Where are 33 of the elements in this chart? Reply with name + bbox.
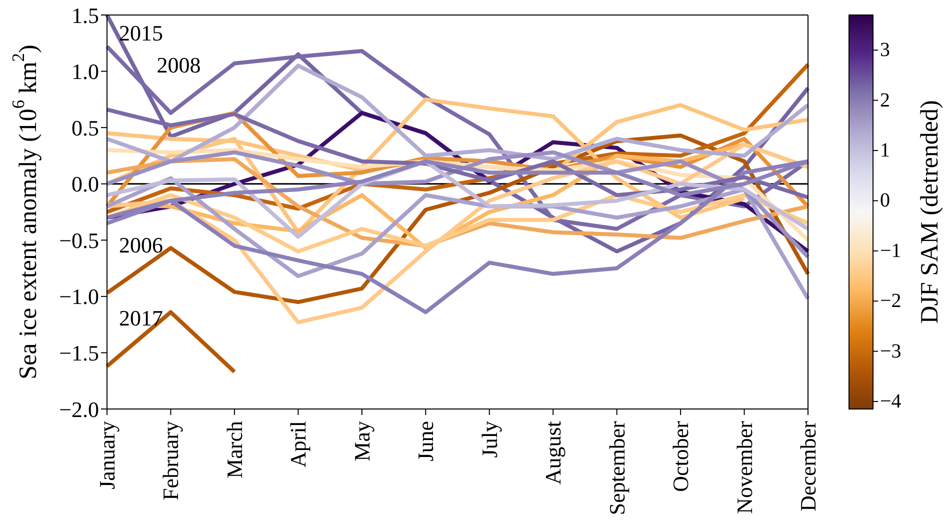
x-tick-label: July [476,421,502,458]
x-tick-label: January [94,421,120,490]
x-tick-label: June [413,421,438,462]
y-tick-label: 1.5 [72,2,99,28]
annotation: 2006 [119,232,163,258]
x-tick-label: April [286,421,311,468]
x-tick-label: February [158,421,184,500]
x-tick-label: March [222,421,247,478]
x-tick-label: September [604,420,630,516]
x-tick-label: August [540,421,566,485]
color-bar-label: −3 [880,340,902,362]
color-bar-label: 2 [880,89,890,112]
x-tick-label: November [732,420,757,514]
y-tick-label: 0.0 [72,172,99,197]
annotation: 2017 [119,306,163,331]
y-tick-label: −2.0 [59,396,99,422]
y-tick-label: 1.0 [72,59,99,84]
color-bar-label: 3 [880,39,890,62]
y-tick-label: −1.5 [59,340,99,366]
y-tick-label: −0.5 [59,228,99,253]
color-bar-label: −2 [880,290,902,312]
color-bar-label: 1 [880,140,890,162]
annotation: 2015 [119,20,163,46]
y-tick-label: 0.5 [72,115,99,140]
color-bar-label: 0 [880,190,890,212]
x-tick-label: October [668,420,694,492]
color-bar-label: −1 [880,240,902,262]
annotation: 2008 [156,52,201,78]
color-bar-title: DJF SAM (detrended) [916,100,944,324]
x-tick-label: December [796,420,820,512]
color-bar-label: −4 [880,390,902,412]
x-tick-label: May [349,421,374,462]
y-tick-label: −1.0 [59,284,99,310]
